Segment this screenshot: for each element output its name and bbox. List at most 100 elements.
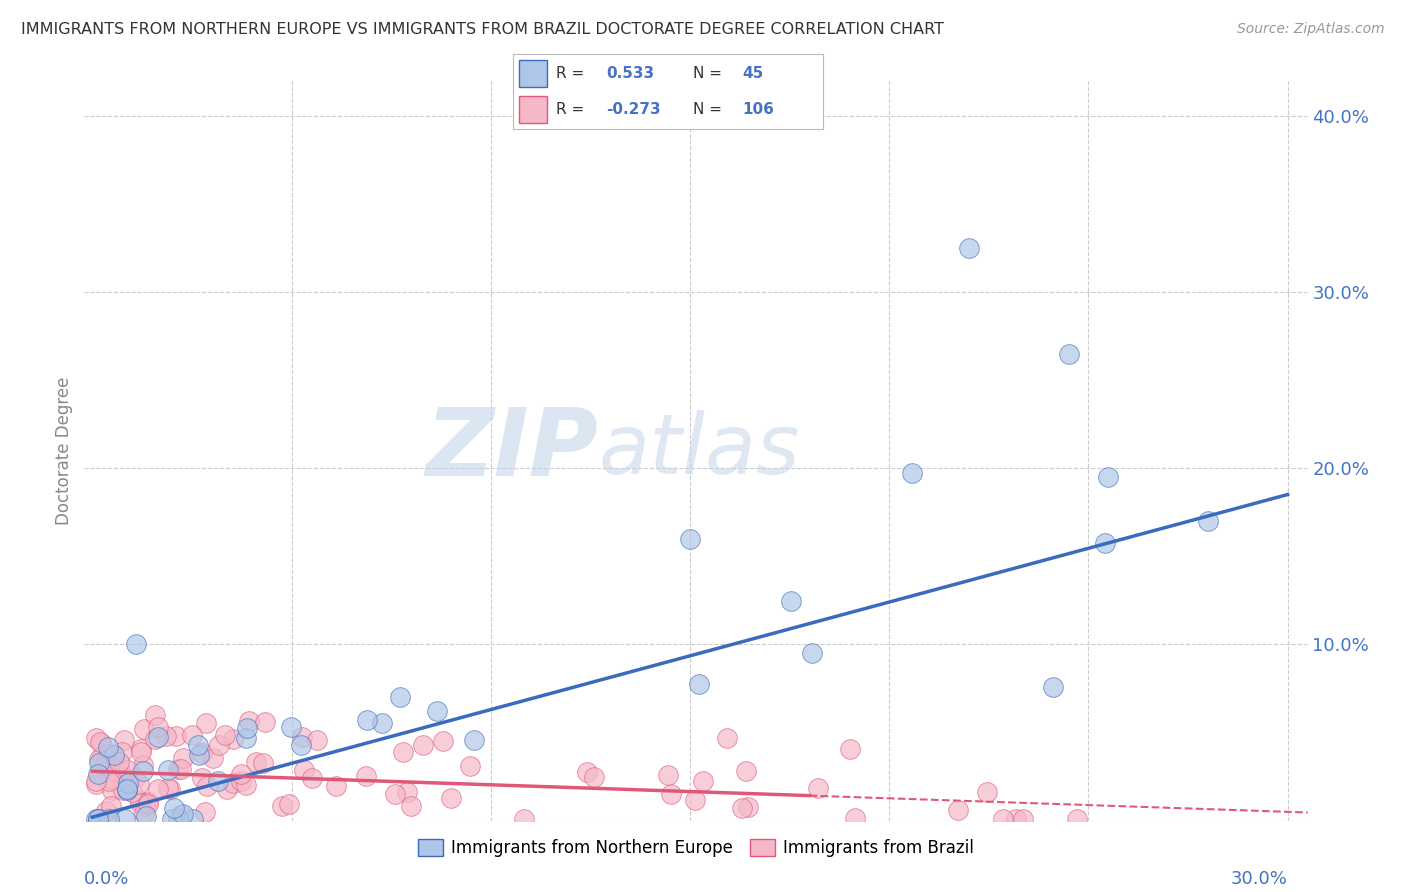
Point bbox=[807, 781, 830, 796]
Point bbox=[114, 778, 136, 792]
Point bbox=[129, 745, 152, 759]
Point bbox=[108, 761, 131, 775]
Point bbox=[187, 738, 209, 752]
Point bbox=[238, 714, 260, 728]
Point bbox=[231, 774, 253, 789]
Point bbox=[252, 756, 274, 770]
Point bbox=[440, 791, 463, 805]
Point bbox=[89, 734, 111, 748]
Point bbox=[111, 783, 134, 797]
Point bbox=[1057, 346, 1080, 360]
Point bbox=[87, 752, 110, 766]
Point bbox=[143, 732, 166, 747]
Point bbox=[100, 782, 122, 797]
Point bbox=[278, 797, 301, 811]
Point bbox=[146, 730, 169, 744]
Point bbox=[292, 763, 315, 777]
Point bbox=[155, 729, 177, 743]
Point bbox=[108, 767, 131, 781]
Point bbox=[86, 731, 108, 745]
Point bbox=[1012, 812, 1035, 826]
Point bbox=[86, 777, 108, 791]
Point bbox=[280, 721, 302, 735]
Y-axis label: Doctorate Degree: Doctorate Degree bbox=[55, 376, 73, 524]
Point bbox=[301, 772, 323, 786]
Point bbox=[844, 811, 866, 825]
Point bbox=[121, 785, 143, 799]
Point bbox=[291, 730, 314, 744]
Point bbox=[86, 766, 108, 780]
Point bbox=[162, 812, 184, 826]
Point bbox=[396, 785, 419, 799]
Point bbox=[89, 756, 111, 770]
Point bbox=[94, 759, 117, 773]
Point bbox=[253, 714, 276, 729]
Point bbox=[215, 781, 238, 796]
Point bbox=[111, 745, 134, 759]
Point bbox=[222, 732, 245, 747]
Point bbox=[271, 799, 294, 814]
Point bbox=[94, 756, 117, 770]
Point bbox=[305, 733, 328, 747]
Point bbox=[129, 742, 152, 756]
Point bbox=[1094, 536, 1116, 550]
Point bbox=[125, 637, 148, 651]
Point bbox=[354, 769, 377, 783]
Text: N =: N = bbox=[693, 102, 721, 117]
Point bbox=[134, 722, 156, 736]
Point bbox=[172, 751, 194, 765]
Point bbox=[100, 772, 122, 786]
Point bbox=[156, 781, 179, 796]
Point bbox=[191, 746, 214, 760]
Point bbox=[657, 768, 679, 782]
Text: -0.273: -0.273 bbox=[606, 102, 661, 117]
Point bbox=[207, 773, 229, 788]
Point bbox=[96, 811, 118, 825]
Point bbox=[86, 774, 108, 789]
Point bbox=[685, 793, 707, 807]
Point bbox=[129, 796, 152, 810]
Point bbox=[90, 736, 112, 750]
Text: atlas: atlas bbox=[598, 410, 800, 491]
Text: 0.533: 0.533 bbox=[606, 66, 654, 81]
Point bbox=[432, 734, 454, 748]
Point bbox=[131, 764, 153, 779]
Point bbox=[98, 747, 121, 761]
Point bbox=[235, 731, 257, 746]
Point bbox=[86, 812, 108, 826]
Point bbox=[117, 763, 139, 777]
Text: Source: ZipAtlas.com: Source: ZipAtlas.com bbox=[1237, 22, 1385, 37]
Point bbox=[124, 771, 146, 785]
Point bbox=[131, 758, 153, 772]
Text: 106: 106 bbox=[742, 102, 773, 117]
Point bbox=[214, 728, 236, 742]
Point bbox=[94, 804, 117, 818]
Point bbox=[87, 812, 110, 826]
Point bbox=[1197, 514, 1219, 528]
Text: R =: R = bbox=[557, 102, 585, 117]
Point bbox=[582, 770, 605, 784]
Text: N =: N = bbox=[693, 66, 721, 81]
Point bbox=[371, 716, 394, 731]
Point bbox=[165, 729, 187, 743]
Point bbox=[170, 807, 193, 822]
Point bbox=[194, 805, 217, 819]
Point bbox=[838, 742, 860, 756]
Point bbox=[100, 799, 122, 814]
Point bbox=[426, 704, 449, 718]
Point bbox=[103, 747, 125, 762]
Point bbox=[183, 812, 205, 826]
Point bbox=[114, 812, 136, 826]
Point bbox=[128, 777, 150, 791]
Point bbox=[136, 795, 159, 809]
Point bbox=[731, 801, 754, 815]
Point bbox=[513, 812, 536, 826]
Point bbox=[104, 752, 127, 766]
Point bbox=[391, 745, 413, 759]
FancyBboxPatch shape bbox=[519, 60, 547, 87]
Point bbox=[463, 732, 485, 747]
Point bbox=[146, 781, 169, 796]
Point bbox=[97, 812, 120, 826]
Point bbox=[202, 751, 225, 765]
Point bbox=[688, 677, 710, 691]
